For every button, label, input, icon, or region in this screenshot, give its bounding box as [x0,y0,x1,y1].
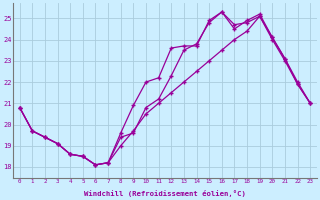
X-axis label: Windchill (Refroidissement éolien,°C): Windchill (Refroidissement éolien,°C) [84,190,246,197]
